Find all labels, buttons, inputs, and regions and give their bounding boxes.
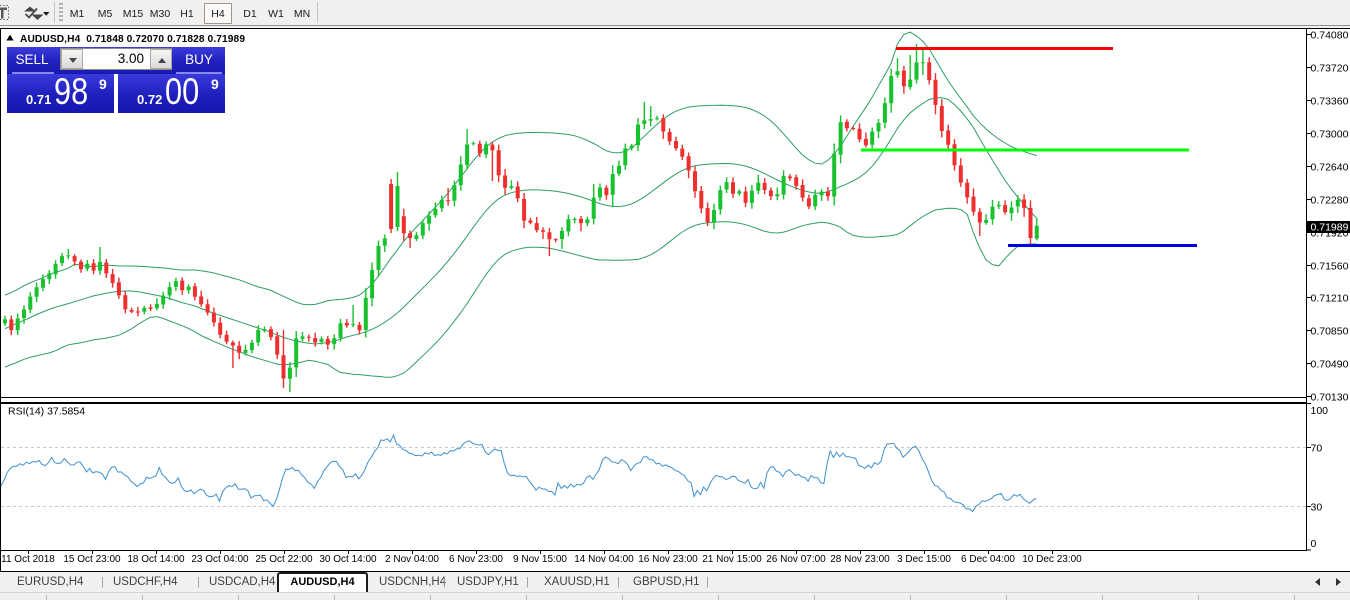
svg-text:30: 30 bbox=[1311, 501, 1323, 513]
svg-text:18 Oct 14:00: 18 Oct 14:00 bbox=[127, 554, 185, 565]
svg-text:0: 0 bbox=[1311, 538, 1317, 550]
svg-text:0.71989: 0.71989 bbox=[1311, 222, 1349, 234]
svg-text:3 Dec 15:00: 3 Dec 15:00 bbox=[897, 554, 951, 565]
svg-text:16 Nov 23:00: 16 Nov 23:00 bbox=[638, 554, 698, 565]
svg-text:0.70130: 0.70130 bbox=[1311, 391, 1349, 403]
svg-text:AUDUSD,H4 0.71848 0.72070 0.7: AUDUSD,H4 0.71848 0.72070 0.71828 0.7198… bbox=[20, 34, 245, 45]
svg-text:9 Nov 15:00: 9 Nov 15:00 bbox=[513, 554, 567, 565]
svg-text:0.70850: 0.70850 bbox=[1311, 325, 1349, 337]
svg-text:0.70490: 0.70490 bbox=[1311, 358, 1349, 370]
svg-text:0.72280: 0.72280 bbox=[1311, 194, 1349, 206]
svg-text:RSI(14) 37.5854: RSI(14) 37.5854 bbox=[8, 406, 85, 418]
svg-text:11 Oct 2018: 11 Oct 2018 bbox=[1, 554, 55, 565]
svg-text:26 Nov 07:00: 26 Nov 07:00 bbox=[766, 554, 826, 565]
svg-text:0.73000: 0.73000 bbox=[1311, 128, 1349, 140]
svg-text:70: 70 bbox=[1311, 442, 1323, 454]
svg-text:6 Dec 04:00: 6 Dec 04:00 bbox=[961, 554, 1015, 565]
svg-text:23 Oct 04:00: 23 Oct 04:00 bbox=[191, 554, 249, 565]
svg-text:14 Nov 04:00: 14 Nov 04:00 bbox=[574, 554, 634, 565]
svg-text:0.72640: 0.72640 bbox=[1311, 161, 1349, 173]
svg-text:0.74080: 0.74080 bbox=[1311, 29, 1349, 41]
svg-text:100: 100 bbox=[1311, 405, 1329, 417]
svg-text:21 Nov 15:00: 21 Nov 15:00 bbox=[702, 554, 762, 565]
svg-text:10 Dec 23:00: 10 Dec 23:00 bbox=[1022, 554, 1082, 565]
svg-text:15 Oct 23:00: 15 Oct 23:00 bbox=[63, 554, 121, 565]
svg-text:0.71560: 0.71560 bbox=[1311, 260, 1349, 272]
svg-text:28 Nov 23:00: 28 Nov 23:00 bbox=[830, 554, 890, 565]
svg-text:25 Oct 22:00: 25 Oct 22:00 bbox=[255, 554, 313, 565]
svg-text:0.73360: 0.73360 bbox=[1311, 95, 1349, 107]
svg-text:2 Nov 04:00: 2 Nov 04:00 bbox=[385, 554, 439, 565]
svg-text:0.73720: 0.73720 bbox=[1311, 62, 1349, 74]
svg-text:30 Oct 14:00: 30 Oct 14:00 bbox=[319, 554, 377, 565]
svg-text:0.71210: 0.71210 bbox=[1311, 292, 1349, 304]
svg-text:6 Nov 23:00: 6 Nov 23:00 bbox=[449, 554, 503, 565]
